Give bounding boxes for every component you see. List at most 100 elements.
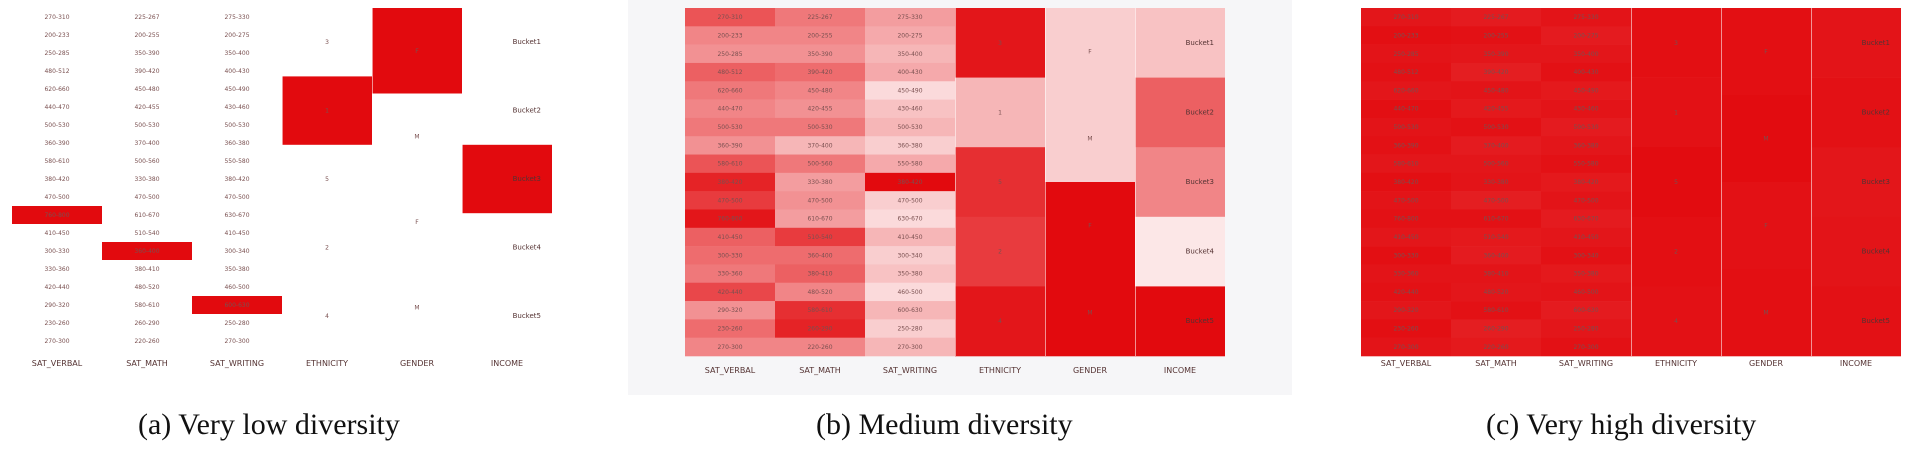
cell-label-sat-verbal-11: 760-800 [1393,216,1418,223]
cell-label-sat-verbal-10: 470-500 [44,194,69,201]
column-label-gender: GENDER [1073,366,1107,375]
heatmap-cell-ethnicity-0 [955,8,1045,78]
heatmap-cell-sat-writing-7 [192,134,282,153]
heatmap-cell-sat-writing-9 [192,170,282,189]
heatmap-cell-sat-writing-7 [1541,136,1631,155]
heatmap-cell-sat-math-10 [775,191,865,210]
heatmap-cell-sat-math-3 [1451,62,1541,82]
heatmap-cell-sat-writing-3 [1541,62,1631,82]
cell-label-gender-3: M [1087,310,1092,317]
heatmap-cell-sat-writing-6 [1541,117,1631,137]
cell-label-gender-0: F [415,48,419,55]
cell-label-sat-writing-8: 550-580 [1573,161,1598,168]
heatmap-cell-sat-verbal-17 [1361,319,1451,338]
cell-label-sat-math-12: 510-540 [807,234,832,241]
heatmap-cell-sat-writing-15 [192,278,282,297]
column-label-sat-writing: SAT_WRITING [883,366,937,375]
column-label-sat-verbal: SAT_VERBAL [1381,359,1432,368]
heatmap-cell-sat-verbal-8 [1361,154,1451,174]
heatmap-cell-sat-writing-11 [865,209,955,229]
cell-label-sat-writing-12: 410-450 [897,234,922,241]
cell-label-income-1: Bucket2 [1186,108,1214,116]
heatmap-cell-sat-math-9 [1451,172,1541,192]
heatmap-cell-sat-writing-1 [865,26,955,45]
cell-label-sat-math-5: 420-455 [807,106,832,113]
heatmap-cell-sat-writing-16 [1541,301,1631,320]
column-label-sat-math: SAT_MATH [799,366,841,375]
cell-label-sat-verbal-18: 270-300 [1393,344,1418,351]
cell-label-sat-writing-3: 400-430 [1573,69,1598,76]
heatmap-cell-sat-verbal-11 [1361,209,1451,229]
cell-label-sat-writing-9: 380-420 [1573,179,1598,186]
cell-label-sat-verbal-2: 250-285 [1393,51,1418,58]
cell-label-gender-3: M [414,304,419,311]
heatmap-cell-sat-verbal-0 [685,8,775,27]
heatmap-cell-ethnicity-0 [1631,8,1721,78]
heatmap-cell-gender-3 [372,264,462,351]
cell-label-sat-math-17: 260-290 [134,320,159,327]
cell-label-ethnicity-4: 4 [998,318,1002,325]
heatmap-cell-sat-math-8 [775,154,865,174]
heatmap-cell-sat-math-14 [775,264,865,284]
cell-label-sat-writing-17: 250-280 [1573,326,1598,333]
cell-label-sat-math-0: 225-267 [807,14,832,21]
heatmap-cell-sat-writing-17 [1541,319,1631,338]
cell-label-sat-writing-0: 275-330 [897,14,922,21]
heatmap-cell-sat-writing-15 [1541,282,1631,302]
cell-label-sat-verbal-0: 270-310 [1393,14,1418,21]
cell-label-sat-math-7: 370-400 [134,140,159,147]
heatmap-cell-sat-math-2 [775,44,865,64]
heatmap-cell-sat-math-17 [102,314,192,333]
cell-label-sat-verbal-7: 360-390 [44,140,69,147]
heatmap-cell-sat-verbal-16 [12,296,102,315]
cell-label-income-2: Bucket3 [513,175,541,183]
heatmap-cell-sat-verbal-0 [12,8,102,27]
heatmap-cell-sat-verbal-13 [685,246,775,265]
heatmap-cell-sat-writing-11 [192,206,282,225]
heatmap-panel-very-low-diversity: 270-310 200-233 250-285 480-512 620-660 440-4… [0,0,568,395]
heatmap-cell-sat-writing-10 [1541,191,1631,210]
heatmap-cell-sat-verbal-2 [12,44,102,63]
cell-label-income-3: Bucket4 [1862,248,1891,256]
column-label-sat-verbal: SAT_VERBAL [705,366,756,375]
heatmap-cell-sat-math-2 [1451,44,1541,64]
cell-label-sat-math-2: 350-390 [807,51,832,58]
cell-label-sat-verbal-14: 330-360 [1393,271,1418,278]
cell-label-sat-verbal-13: 300-330 [717,252,742,259]
cell-label-sat-verbal-16: 290-320 [1393,307,1418,314]
cell-label-income-2: Bucket3 [1186,178,1214,186]
heatmap-cell-sat-math-5 [775,99,865,119]
column-label-sat-writing: SAT_WRITING [1559,359,1613,368]
cell-label-sat-verbal-14: 330-360 [44,266,69,273]
heatmap-cell-sat-verbal-15 [12,278,102,297]
heatmap-cell-sat-writing-8 [865,154,955,174]
heatmap-cell-sat-math-5 [102,98,192,117]
column-label-ethnicity: ETHNICITY [306,359,348,368]
heatmap-cell-ethnicity-1 [1631,77,1721,148]
heatmap-cell-income-1 [462,76,552,146]
heatmap-cell-sat-math-12 [102,224,192,243]
cell-label-income-0: Bucket1 [1862,39,1890,47]
heatmap-cell-sat-math-4 [1451,81,1541,100]
heatmap-cell-sat-writing-12 [865,227,955,247]
heatmap-cell-sat-math-15 [1451,282,1541,302]
heatmap-cell-sat-writing-8 [192,152,282,171]
cell-label-sat-verbal-14: 330-360 [717,271,742,278]
cell-label-sat-verbal-12: 410-450 [717,234,742,241]
heatmap-cell-gender-1 [372,93,462,180]
heatmap-cell-sat-verbal-5 [12,98,102,117]
cell-label-sat-verbal-0: 270-310 [717,14,742,21]
cell-label-sat-verbal-2: 250-285 [717,51,742,58]
heatmap-cell-sat-math-5 [1451,99,1541,119]
heatmap-cell-ethnicity-0 [282,8,372,77]
cell-label-sat-writing-15: 460-500 [897,289,922,296]
cell-label-ethnicity-2: 5 [325,176,329,183]
cell-label-sat-math-11: 610-670 [807,216,832,223]
cell-label-ethnicity-4: 4 [325,313,329,320]
cell-label-sat-verbal-6: 500-530 [44,122,69,129]
cell-label-sat-verbal-12: 410-450 [44,230,69,237]
heatmap-cell-income-2 [1135,147,1225,218]
heatmap-cell-sat-writing-12 [192,224,282,243]
heatmap-cell-sat-verbal-9 [12,170,102,189]
cell-label-sat-math-13: 360-400 [1483,252,1508,259]
